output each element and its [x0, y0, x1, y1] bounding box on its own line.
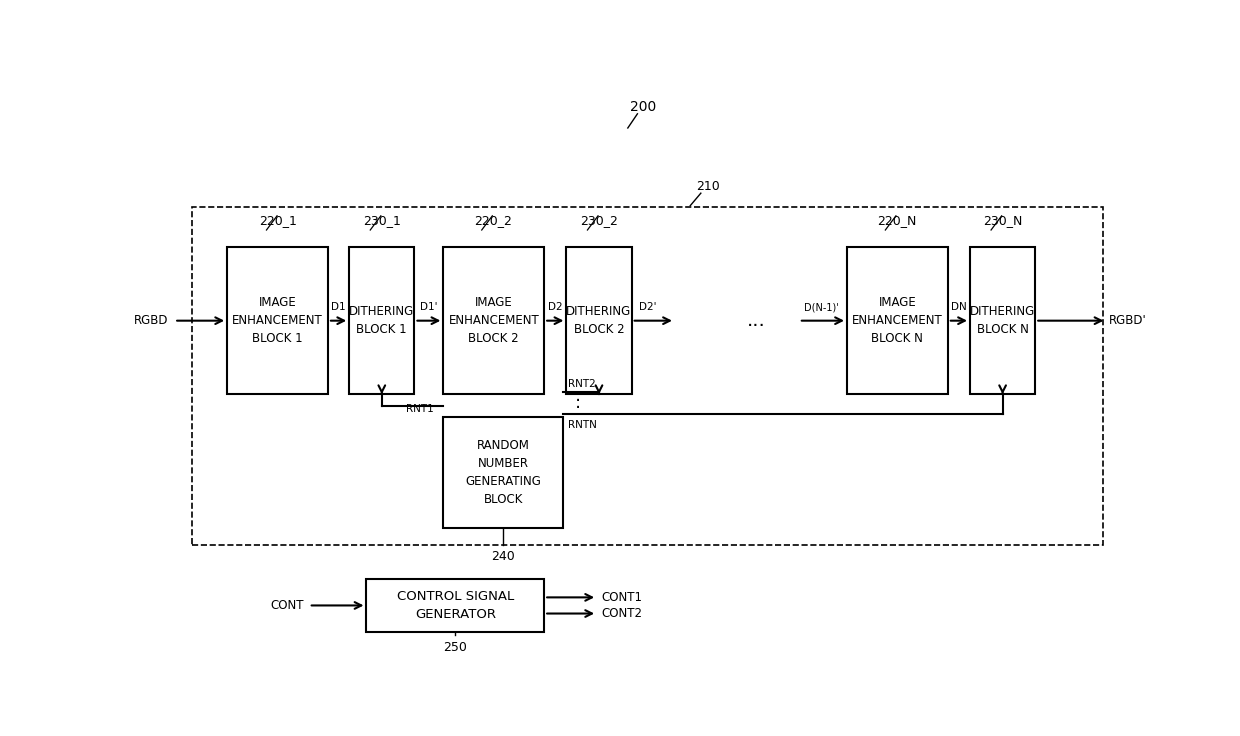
Text: RNT2: RNT2 [568, 379, 596, 389]
Text: 200: 200 [630, 100, 656, 114]
Text: 220_1: 220_1 [259, 214, 296, 227]
Text: CONT: CONT [270, 599, 304, 612]
Text: D1': D1' [420, 302, 438, 312]
Text: RGBD': RGBD' [1110, 314, 1147, 328]
Text: D2': D2' [640, 302, 657, 312]
Text: CONT2: CONT2 [601, 607, 642, 620]
Text: D(N-1)': D(N-1)' [804, 302, 838, 312]
Bar [227, 247, 327, 394]
Text: CONT1: CONT1 [601, 591, 642, 604]
Bar [970, 247, 1035, 394]
Text: D1: D1 [331, 302, 346, 312]
Text: RGBD: RGBD [134, 314, 169, 328]
Bar [191, 208, 1102, 545]
Text: 220_2: 220_2 [475, 214, 512, 227]
Text: IMAGE
ENHANCEMENT
BLOCK N: IMAGE ENHANCEMENT BLOCK N [852, 296, 942, 345]
Text: :: : [575, 394, 582, 412]
Bar [567, 247, 631, 394]
Text: DITHERING
BLOCK N: DITHERING BLOCK N [970, 305, 1035, 336]
Text: DITHERING
BLOCK 1: DITHERING BLOCK 1 [350, 305, 414, 336]
Text: 210: 210 [696, 180, 719, 193]
Text: ...: ... [746, 311, 765, 330]
Text: D2: D2 [548, 302, 563, 312]
Bar [847, 247, 947, 394]
Text: CONTROL SIGNAL
GENERATOR: CONTROL SIGNAL GENERATOR [397, 590, 513, 621]
Text: 230_N: 230_N [983, 214, 1022, 227]
Text: IMAGE
ENHANCEMENT
BLOCK 1: IMAGE ENHANCEMENT BLOCK 1 [232, 296, 322, 345]
Text: 220_N: 220_N [877, 214, 916, 227]
Bar [367, 578, 544, 632]
Text: 230_2: 230_2 [580, 214, 618, 227]
Text: DITHERING
BLOCK 2: DITHERING BLOCK 2 [567, 305, 631, 336]
Text: 230_1: 230_1 [363, 214, 401, 227]
Text: RNTN: RNTN [568, 420, 598, 430]
Text: DN: DN [951, 302, 967, 312]
Text: RANDOM
NUMBER
GENERATING
BLOCK: RANDOM NUMBER GENERATING BLOCK [465, 439, 542, 506]
Bar [444, 247, 544, 394]
Text: 250: 250 [443, 641, 466, 654]
Bar [350, 247, 414, 394]
Text: RNT1: RNT1 [405, 403, 434, 414]
Text: IMAGE
ENHANCEMENT
BLOCK 2: IMAGE ENHANCEMENT BLOCK 2 [449, 296, 539, 345]
Text: 240: 240 [491, 551, 515, 563]
Bar [444, 417, 563, 528]
